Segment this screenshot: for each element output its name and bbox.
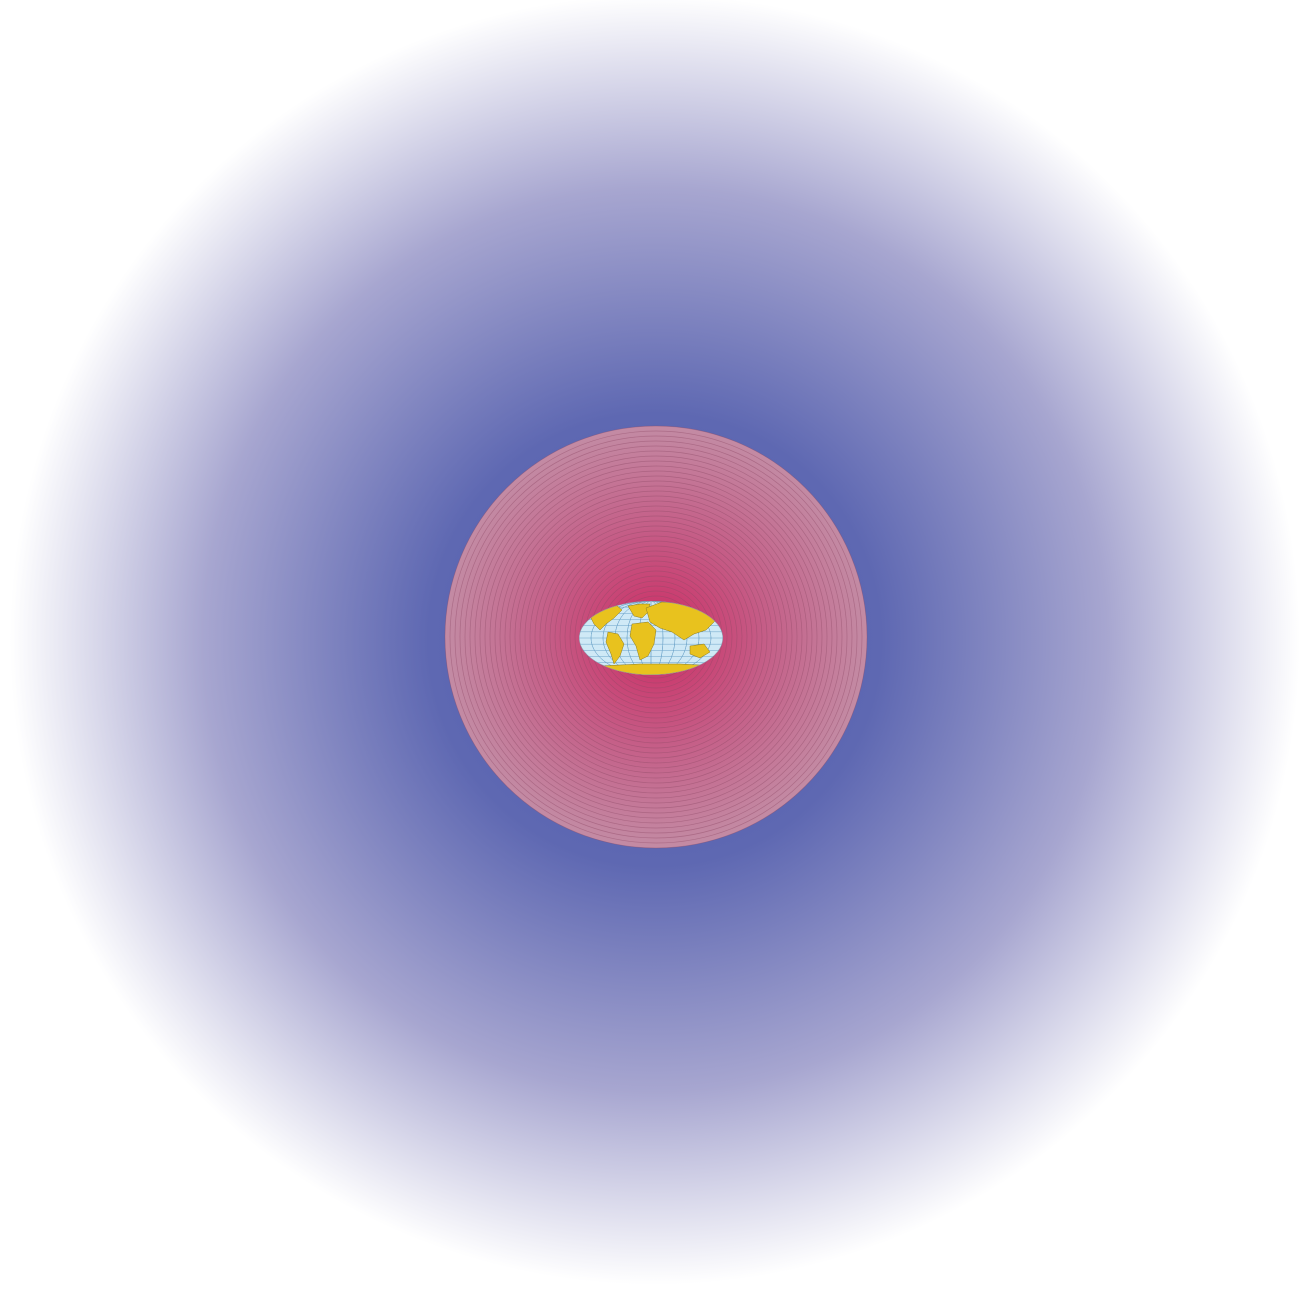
ring	[514, 495, 798, 779]
ring	[534, 515, 778, 759]
ring	[499, 480, 813, 794]
australia	[689, 643, 711, 659]
ring	[524, 505, 788, 769]
ring	[489, 470, 823, 804]
continents	[579, 601, 723, 675]
concentric-rings	[444, 425, 868, 849]
ring	[484, 465, 828, 809]
ring	[564, 545, 748, 729]
ring	[559, 540, 753, 734]
ring	[449, 430, 863, 844]
ring	[554, 535, 758, 739]
ring	[504, 485, 808, 789]
ring	[464, 445, 848, 829]
ring	[444, 425, 868, 849]
ring	[569, 550, 743, 724]
world-map	[579, 601, 723, 675]
ring	[479, 460, 833, 814]
ring	[469, 450, 843, 824]
ring	[529, 510, 783, 764]
ring	[494, 475, 818, 799]
ring	[549, 530, 763, 744]
ring	[574, 555, 738, 719]
ring	[544, 525, 768, 749]
ring	[474, 455, 838, 819]
south-america	[605, 631, 625, 665]
ring	[459, 440, 853, 834]
ring	[519, 500, 793, 774]
ring	[454, 435, 858, 839]
ring	[509, 490, 803, 784]
africa	[629, 621, 657, 661]
ring	[539, 520, 773, 754]
